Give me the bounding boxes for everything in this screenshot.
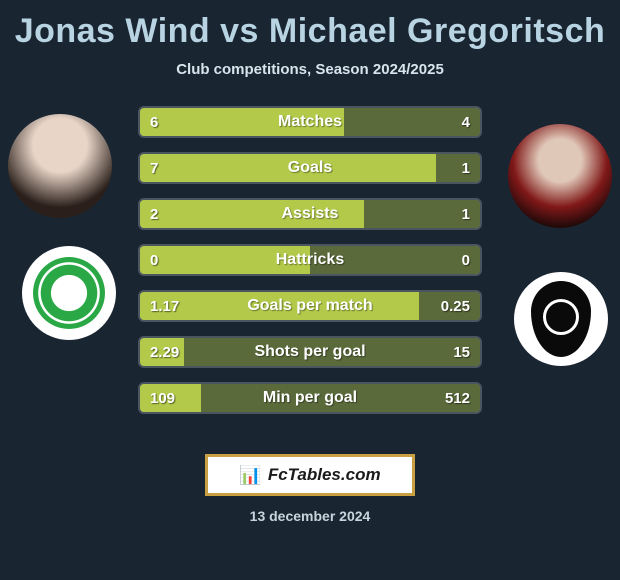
- stat-value-left: 2: [140, 200, 168, 228]
- stat-row: Goals per match1.17 0.25: [138, 290, 482, 322]
- stat-value-right: 15: [443, 338, 480, 366]
- stat-label: Matches: [140, 108, 480, 136]
- freiburg-icon: [531, 281, 591, 357]
- stat-label: Hattricks: [140, 246, 480, 274]
- comparison-title: Jonas Wind vs Michael Gregoritsch: [0, 0, 620, 51]
- stat-value-left: 2.29: [140, 338, 189, 366]
- stat-row: Min per goal109 512: [138, 382, 482, 414]
- comparison-content: Matches64Goals71Assists21Hattricks00Goal…: [0, 106, 620, 436]
- chart-icon: 📊: [239, 465, 261, 486]
- stat-row: Matches6 4: [138, 106, 482, 138]
- stat-value-left: 0: [140, 246, 168, 274]
- stat-row: Shots per goal2.29 15: [138, 336, 482, 368]
- stat-label: Shots per goal: [140, 338, 480, 366]
- stat-label: Goals: [140, 154, 480, 182]
- player-right-avatar: [508, 124, 612, 228]
- player-left-avatar: [8, 114, 112, 218]
- stat-bars: Matches64Goals71Assists21Hattricks00Goal…: [138, 106, 482, 428]
- stat-row: Goals7 1: [138, 152, 482, 184]
- stat-label: Goals per match: [140, 292, 480, 320]
- stat-value-right: 4: [452, 108, 480, 136]
- stat-value-left: 1.17: [140, 292, 189, 320]
- club-left-logo: [22, 246, 116, 340]
- stat-value-right: 512: [435, 384, 480, 412]
- stat-label: Assists: [140, 200, 480, 228]
- comparison-date: 13 december 2024: [0, 508, 620, 524]
- stat-value-left: 109: [140, 384, 185, 412]
- stat-value-left: 6: [140, 108, 168, 136]
- stat-value-right: 1: [452, 200, 480, 228]
- wolfsburg-icon: [33, 257, 105, 329]
- stat-row: Assists2 1: [138, 198, 482, 230]
- stat-row: Hattricks0 0: [138, 244, 482, 276]
- club-right-logo: [514, 272, 608, 366]
- stat-label: Min per goal: [140, 384, 480, 412]
- stat-value-right: 0: [452, 246, 480, 274]
- brand-text: FcTables.com: [268, 465, 381, 485]
- stat-value-left: 7: [140, 154, 168, 182]
- stat-value-right: 0.25: [431, 292, 480, 320]
- brand-badge: 📊 FcTables.com: [205, 454, 415, 496]
- stat-value-right: 1: [452, 154, 480, 182]
- comparison-subtitle: Club competitions, Season 2024/2025: [0, 61, 620, 78]
